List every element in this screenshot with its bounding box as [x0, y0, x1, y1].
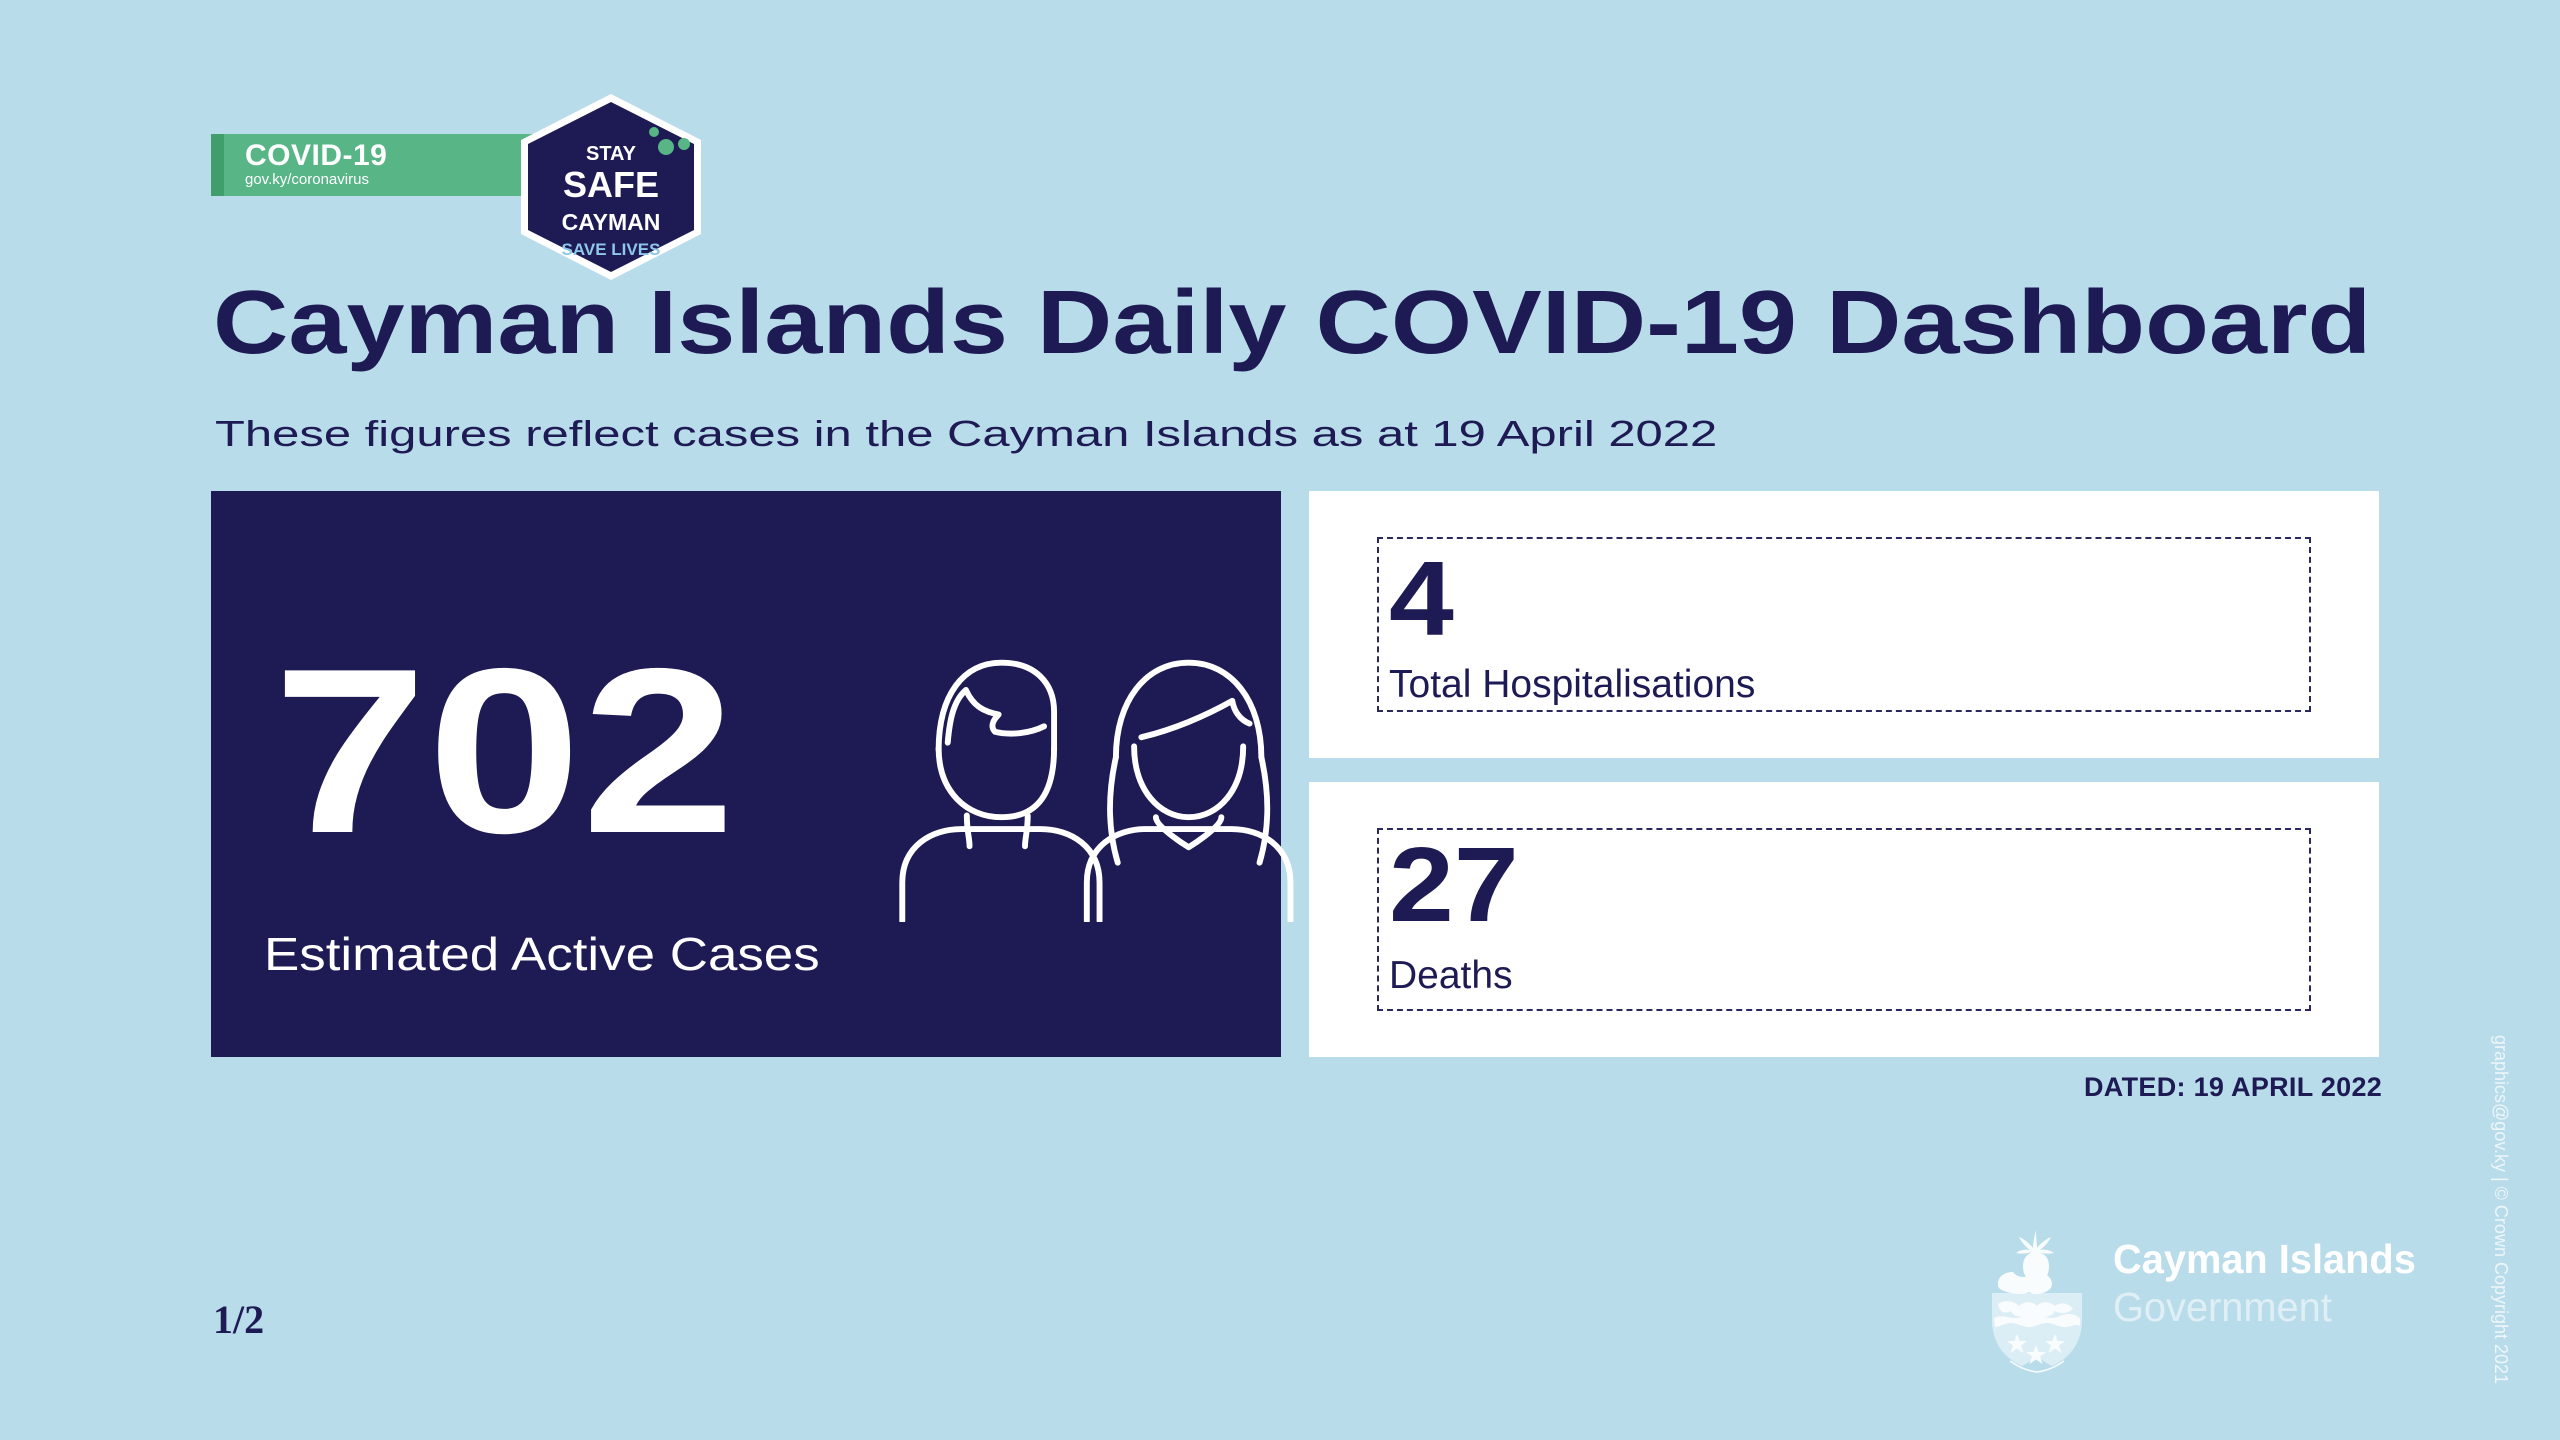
svg-text:STAY: STAY: [586, 143, 637, 165]
svg-text:CAYMAN: CAYMAN: [562, 209, 661, 235]
svg-text:SAFE: SAFE: [563, 164, 659, 205]
svg-text:SAVE LIVES: SAVE LIVES: [562, 240, 661, 259]
